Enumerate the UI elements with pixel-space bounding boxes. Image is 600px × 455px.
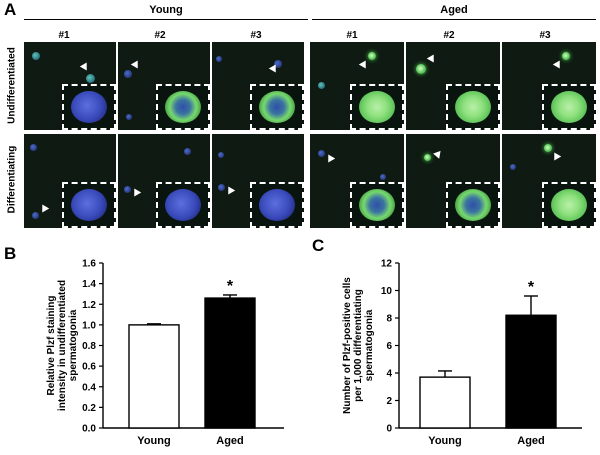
arrowhead-icon [426, 54, 438, 65]
micrograph-young-2-undifferentiated [118, 42, 210, 130]
column-label-aged-2: #2 [443, 30, 455, 41]
micrograph-young-3-differentiating [212, 134, 304, 228]
chart-c-significance-marker: * [528, 279, 535, 296]
chart-c-y-tick-label: 4 [386, 369, 392, 380]
chart-c-category-label-young: Young [428, 435, 461, 447]
group-title-young: Young [149, 4, 183, 16]
arrowhead-icon [130, 188, 142, 199]
micrograph-aged-2-undifferentiated [406, 42, 500, 130]
chart-c-category-label-aged: Aged [517, 435, 545, 447]
column-label-aged-1: #1 [346, 30, 358, 41]
chart-b-y-tick-label: 0.0 [82, 424, 96, 435]
chart-b-y-axis-label: Relative Plzf stainingintensity in undif… [46, 280, 79, 411]
arrowhead-icon [324, 154, 336, 165]
chart-b-bar-young [128, 324, 180, 429]
micrograph-aged-1-differentiating [310, 134, 404, 228]
micrograph-young-1-undifferentiated [24, 42, 116, 130]
chart-c-y-tick-label: 10 [381, 286, 393, 297]
column-label-young-2: #2 [154, 30, 166, 41]
chart-c-y-axis-label: Number of Plzf-positive cellsper 1,000 d… [342, 277, 375, 414]
arrowhead-icon [433, 150, 443, 161]
column-label-young-3: #3 [250, 30, 262, 41]
arrowhead-icon [550, 152, 562, 163]
panel-b-letter: B [4, 244, 17, 263]
arrowhead-icon [224, 186, 236, 197]
chart-b-y-tick-label: 1.2 [82, 300, 96, 311]
micrograph-young-3-undifferentiated [212, 42, 304, 130]
panel-a-letter: A [4, 0, 17, 19]
chart-c-y-tick-label: 12 [381, 259, 393, 270]
arrowhead-icon [552, 60, 564, 71]
arrowhead-icon [358, 60, 370, 71]
row-label-undifferentiated: Undifferentiated [6, 47, 18, 124]
micrograph-young-1-differentiating [24, 134, 116, 228]
micrograph-aged-1-undifferentiated [310, 42, 404, 130]
chart-c-y-tick-label: 2 [386, 396, 392, 407]
chart-c-bar-young [419, 376, 471, 429]
row-label-differentiating: Differentiating [6, 145, 18, 214]
column-label-aged-3: #3 [539, 30, 551, 41]
chart-b-y-tick-label: 0.6 [82, 362, 96, 373]
micrograph-young-2-differentiating [118, 134, 210, 228]
bar-chart-plzf-positive-cells: 0 2 4 6 8 10 12 Number of Plzf-positive cellspe… [342, 259, 582, 447]
micrograph-aged-3-differentiating [502, 134, 596, 228]
chart-b-y-tick-label: 0.4 [82, 382, 96, 393]
chart-c-y-tick-label: 8 [386, 314, 392, 325]
chart-c-y-tick-label: 6 [386, 341, 392, 352]
arrowhead-icon [79, 62, 91, 73]
chart-b-y-tick-label: 1.6 [82, 259, 96, 270]
chart-b-y-tick-label: 0.2 [82, 403, 96, 414]
column-label-young-1: #1 [58, 30, 70, 41]
micrograph-aged-3-undifferentiated [502, 42, 596, 130]
chart-b-y-tick-label: 1.0 [82, 320, 96, 331]
chart-b-bar-aged [204, 297, 256, 429]
group-line-aged [312, 19, 596, 20]
chart-c-y-tick-label: 0 [386, 424, 392, 435]
chart-c-bar-aged [505, 314, 557, 429]
group-line-young [24, 19, 308, 20]
chart-b-y-tick-label: 0.8 [82, 341, 96, 352]
micrograph-aged-2-differentiating [406, 134, 500, 228]
chart-b-category-label-young: Young [137, 435, 170, 447]
chart-b-significance-marker: * [227, 278, 234, 295]
group-title-aged: Aged [440, 4, 468, 16]
chart-b-y-tick-label: 1.4 [82, 279, 96, 290]
arrowhead-icon [130, 60, 142, 71]
arrowhead-icon [38, 204, 50, 215]
chart-b-category-label-aged: Aged [216, 435, 244, 447]
panel-c-letter: C [312, 236, 325, 255]
